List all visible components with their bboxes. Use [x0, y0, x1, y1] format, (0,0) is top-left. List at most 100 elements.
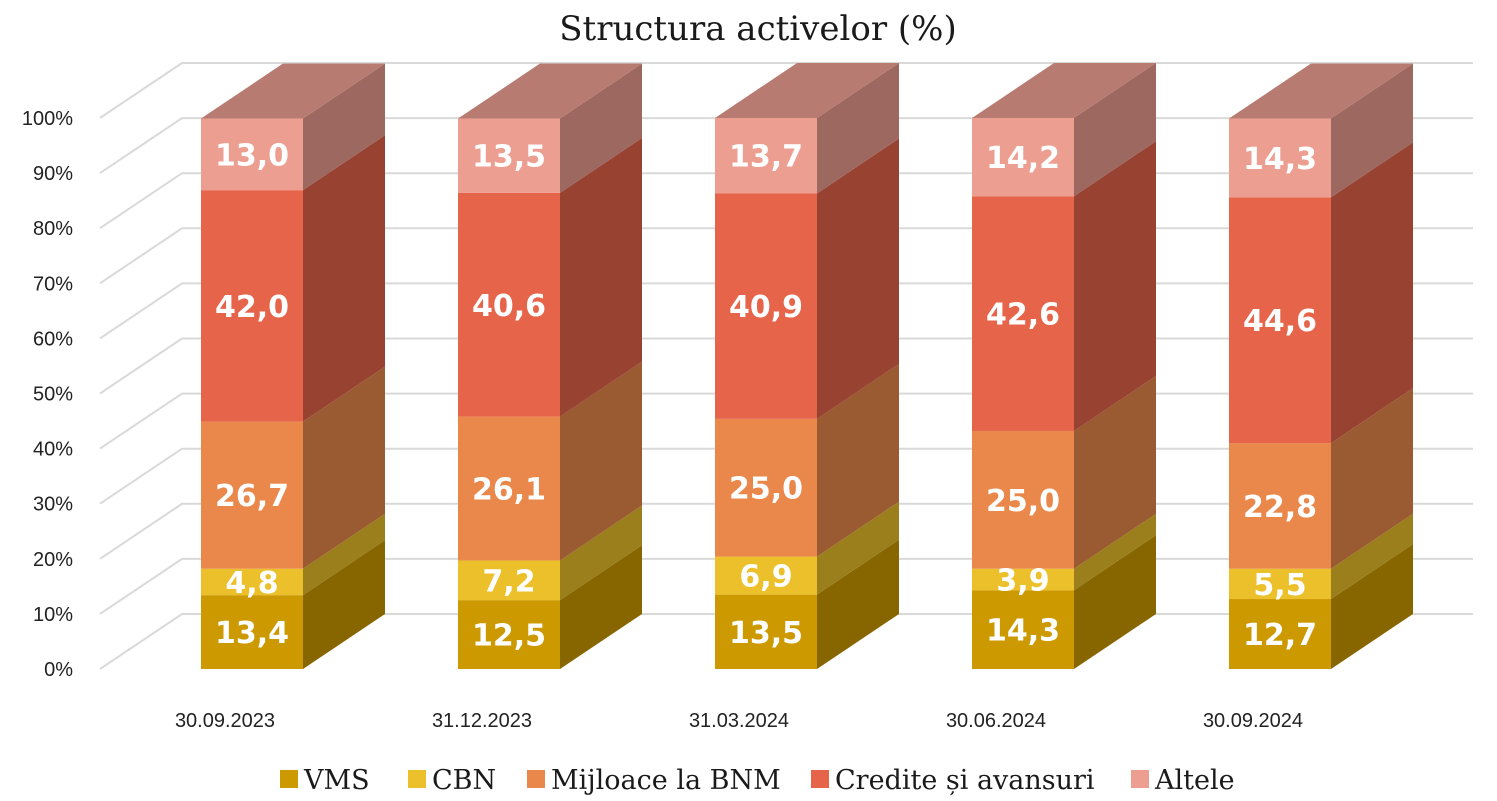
bar-stack: 14,3 3,9 25,0 42,6 14,2	[972, 63, 1156, 669]
x-axis-categories: 30.09.2023 31.12.2023 31.03.2024 30.06.2024…	[175, 710, 1303, 732]
bar-segment-side	[817, 138, 899, 419]
legend: VMS CBN Mijloace la BNM Credite și avansuri…	[280, 765, 1235, 796]
bar-segment	[201, 568, 303, 596]
legend-item: CBN	[408, 765, 496, 796]
bar-segment	[458, 416, 560, 561]
bar-stack: 13,5 6,9 25,0 40,9 13,7	[715, 63, 899, 669]
bar-segment-side	[817, 501, 899, 595]
data-label: 13,5	[729, 616, 803, 651]
legend-item: Altele	[1131, 765, 1235, 796]
bar-segment-side	[1331, 63, 1413, 198]
bar-segment-side	[1331, 513, 1413, 600]
bar-segment-side	[1331, 388, 1413, 569]
bar-stack: 12,5 7,2 26,1 40,6 13,5	[458, 63, 642, 669]
data-label: 26,7	[215, 479, 289, 514]
y-tick-label: 40%	[33, 439, 73, 461]
bar-segment-side	[1074, 535, 1156, 669]
bar-segment-side	[1074, 375, 1156, 569]
bar-segment	[458, 118, 560, 193]
y-tick-label: 60%	[33, 328, 73, 350]
bar-segment	[201, 421, 303, 569]
bar-segment-side	[817, 539, 899, 669]
bar-segment-side	[303, 135, 385, 422]
bar-segment	[972, 430, 1074, 569]
bar-segment	[458, 560, 560, 601]
bar-segment	[715, 556, 817, 595]
legend-swatch	[280, 770, 298, 788]
bar-segment	[1229, 568, 1331, 600]
bar-segment	[715, 193, 817, 419]
bar-segment	[972, 196, 1074, 431]
x-category-label: 30.09.2024	[1203, 710, 1303, 732]
data-label: 14,2	[986, 141, 1060, 176]
data-label: 26,1	[472, 473, 546, 508]
y-tick-label: 0%	[44, 659, 73, 681]
bar-top-face	[715, 63, 899, 118]
bar-segment	[972, 590, 1074, 669]
data-label: 40,9	[729, 290, 803, 325]
bar-stack: 12,7 5,5 22,8 44,6 14,3	[1229, 63, 1413, 669]
bar-segment	[715, 418, 817, 557]
bar-top-face	[972, 63, 1156, 118]
legend-item: Credite și avansuri	[811, 765, 1095, 796]
data-label: 25,0	[986, 484, 1060, 519]
legend-label: VMS	[303, 765, 370, 796]
bar-segment-side	[560, 63, 642, 193]
data-label: 14,3	[1243, 142, 1317, 177]
bar-segment-side	[303, 540, 385, 669]
legend-label: Mijloace la BNM	[551, 765, 781, 796]
bar-segment	[972, 118, 1074, 197]
bar-segment	[201, 595, 303, 669]
x-category-label: 31.12.2023	[432, 710, 532, 732]
data-label: 12,5	[472, 619, 546, 654]
legend-swatch	[811, 770, 829, 788]
bar-segment	[201, 190, 303, 422]
bar-segment-side	[303, 513, 385, 596]
y-tick-label: 90%	[33, 163, 73, 185]
data-label: 13,0	[215, 138, 289, 173]
data-label: 5,5	[1253, 568, 1306, 603]
bar-segment-side	[817, 363, 899, 557]
data-label: 40,6	[472, 289, 546, 324]
bar-segment-side	[303, 63, 385, 191]
bars: 13,44,826,742,013,012,57,226,140,613,513…	[201, 63, 1413, 669]
legend-item: VMS	[280, 765, 370, 796]
bar-top-face	[201, 63, 385, 119]
bar-segment	[972, 568, 1074, 591]
y-tick-label: 70%	[33, 273, 73, 295]
legend-label: Credite și avansuri	[835, 765, 1095, 796]
bar-segment-side	[1074, 63, 1156, 197]
bar-segment-side	[1331, 544, 1413, 669]
data-label: 3,9	[996, 563, 1049, 598]
data-label: 12,7	[1243, 618, 1317, 653]
data-label: 13,5	[472, 140, 546, 175]
y-tick-label: 100%	[22, 108, 73, 130]
y-tick-label: 10%	[33, 604, 73, 626]
data-label: 6,9	[739, 560, 792, 595]
data-label: 44,6	[1243, 304, 1317, 339]
y-tick-label: 30%	[33, 494, 73, 516]
data-label: 4,8	[225, 566, 278, 601]
legend-label: Altele	[1154, 765, 1235, 796]
legend-swatch	[408, 770, 426, 788]
data-label: 14,3	[986, 614, 1060, 649]
x-category-label: 31.03.2024	[689, 710, 789, 732]
bar-segment-side	[1074, 141, 1156, 431]
bar-segment-side	[1074, 513, 1156, 591]
legend-swatch	[527, 770, 545, 788]
data-label: 42,6	[986, 298, 1060, 333]
bar-stack: 13,4 4,8 26,7 42,0 13,0	[201, 63, 385, 669]
y-tick-label: 50%	[33, 384, 73, 406]
bar-segment-side	[1331, 142, 1413, 444]
x-category-label: 30.09.2023	[175, 710, 275, 732]
bar-segment-side	[560, 545, 642, 669]
data-label: 7,2	[482, 564, 535, 599]
data-label: 22,8	[1243, 490, 1317, 525]
bar-segment	[1229, 443, 1331, 569]
bar-segment	[458, 600, 560, 669]
legend-item: Mijloace la BNM	[527, 765, 781, 796]
bar-segment	[1229, 118, 1331, 198]
data-label: 13,7	[729, 140, 803, 175]
bar-segment	[201, 118, 303, 191]
